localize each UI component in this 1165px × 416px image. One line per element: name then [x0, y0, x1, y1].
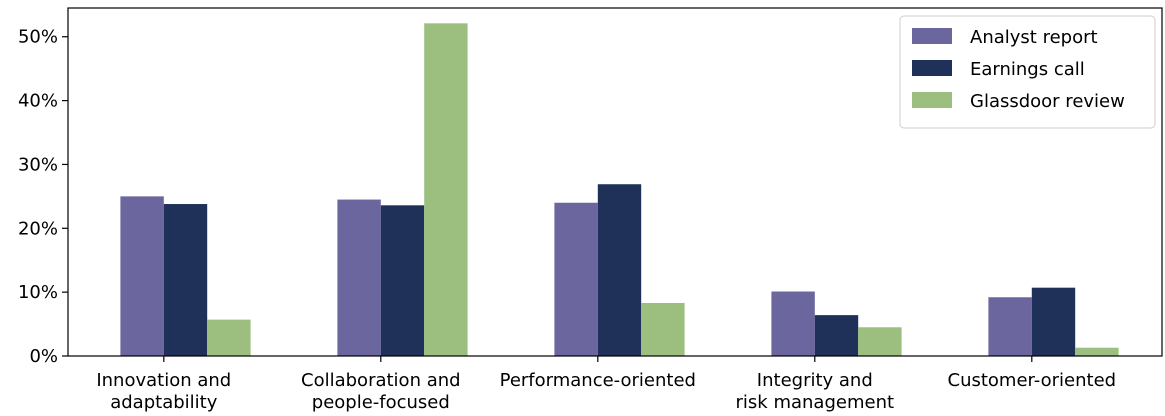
y-tick-label: 10% [18, 282, 58, 303]
legend-swatch [912, 28, 952, 44]
bar-glassdoor-review-4 [1075, 347, 1119, 356]
y-tick-label: 0% [29, 346, 58, 367]
x-tick-label-line: risk management [736, 392, 895, 413]
bar-earnings-call-4 [1031, 287, 1076, 356]
y-tick-label: 40% [18, 91, 58, 112]
x-tick-label-line: Collaboration and [301, 370, 461, 391]
bar-glassdoor-review-3 [858, 327, 902, 356]
x-tick-label-line: people-focused [312, 392, 450, 413]
bar-earnings-call-0 [163, 204, 208, 356]
x-tick-label: Innovation and adaptability [96, 370, 231, 413]
x-axis: Innovation and adaptability Collaboration … [96, 356, 1116, 413]
bars-group [120, 23, 1119, 357]
x-tick-label: Collaboration and people-focused [301, 370, 461, 413]
legend-box [899, 15, 1156, 129]
y-tick-label: 50% [18, 27, 58, 48]
legend-label: Analyst report [970, 27, 1098, 48]
y-axis: 0% 10% 20% 30% 40% 50% [18, 27, 68, 367]
legend-swatch [912, 92, 952, 108]
legend-label: Glassdoor review [970, 91, 1125, 112]
bar-glassdoor-review-0 [207, 319, 251, 356]
bar-analyst-report-0 [120, 196, 164, 356]
bar-earnings-call-1 [380, 205, 425, 356]
bar-analyst-report-3 [771, 291, 815, 356]
bar-earnings-call-2 [597, 184, 642, 356]
x-tick-label-line: Performance-oriented [500, 370, 696, 391]
bar-analyst-report-4 [988, 297, 1032, 356]
bar-glassdoor-review-2 [641, 303, 685, 356]
legend: Analyst report Earnings call Glassdoor rev… [899, 15, 1156, 129]
x-tick-label: Performance-oriented [500, 370, 696, 391]
legend-swatch [912, 60, 952, 76]
bar-earnings-call-3 [814, 315, 859, 356]
x-tick-label-line: Innovation and [96, 370, 231, 391]
y-tick-label: 20% [18, 218, 58, 239]
bar-analyst-report-2 [554, 202, 598, 356]
x-tick-label: Customer-oriented [948, 370, 1117, 391]
x-tick-label-line: Integrity and [757, 370, 873, 391]
bar-analyst-report-1 [337, 199, 381, 356]
y-tick-label: 30% [18, 154, 58, 175]
x-tick-label-line: adaptability [110, 392, 217, 413]
plot-frame [67, 7, 1163, 357]
bar-glassdoor-review-1 [424, 23, 468, 357]
legend-label: Earnings call [970, 59, 1085, 80]
x-tick-label-line: Customer-oriented [948, 370, 1117, 391]
x-tick-label: Integrity and risk management [736, 370, 895, 413]
